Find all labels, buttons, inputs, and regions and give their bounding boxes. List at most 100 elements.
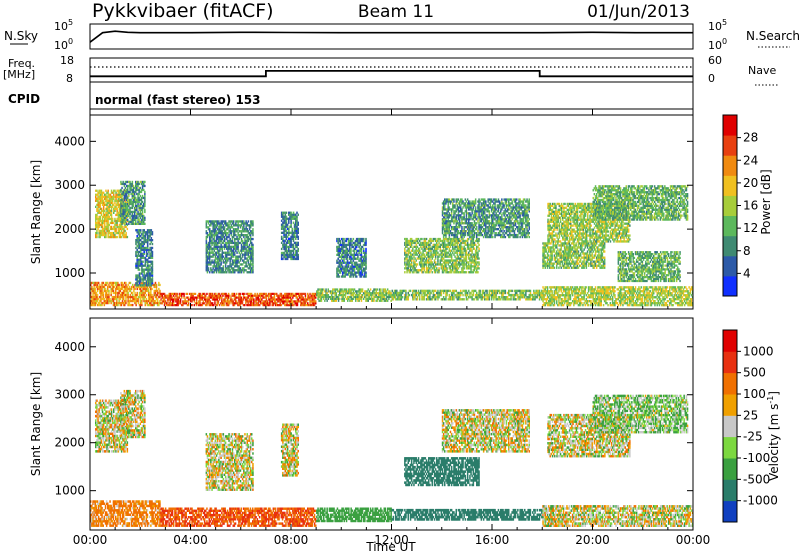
heatmap-cell (134, 292, 136, 294)
heatmap-cell (486, 290, 488, 292)
heatmap-cell (333, 296, 335, 298)
heatmap-cell (686, 300, 688, 302)
heatmap-cell (591, 286, 593, 288)
heatmap-cell (405, 292, 407, 294)
heatmap-cell (680, 294, 682, 296)
heatmap-cell (113, 232, 115, 234)
heatmap-cell (486, 292, 488, 294)
heatmap-cell (633, 286, 635, 288)
heatmap-cell (112, 206, 114, 208)
heatmap-cell (152, 272, 154, 274)
heatmap-cell (133, 185, 135, 187)
heatmap-cell (212, 256, 214, 258)
heatmap-cell (603, 304, 605, 306)
heatmap-cell (133, 290, 135, 292)
heatmap-cell (125, 211, 127, 213)
heatmap-cell (305, 293, 307, 295)
heatmap-cell (225, 263, 227, 265)
heatmap-cell (142, 290, 144, 292)
heatmap-cell (140, 211, 142, 213)
heatmap-cell (129, 209, 131, 211)
heatmap-cell (655, 286, 657, 288)
heatmap-cell (152, 261, 154, 263)
heatmap-cell (247, 242, 249, 244)
heatmap-cell (100, 218, 102, 220)
heatmap-cell (137, 181, 139, 183)
heatmap-cell (184, 298, 186, 300)
heatmap-cell (562, 298, 564, 300)
heatmap-cell (130, 187, 132, 189)
heatmap-cell (229, 259, 231, 261)
heatmap-cell (275, 300, 277, 302)
heatmap-cell (113, 222, 115, 224)
heatmap-cell (107, 282, 109, 284)
heatmap-cell (144, 191, 146, 193)
heatmap-cell (283, 298, 285, 300)
heatmap-cell (214, 250, 216, 252)
heatmap-cell (363, 298, 365, 300)
heatmap-cell (183, 293, 185, 295)
heatmap-cell (152, 247, 154, 249)
heatmap-cell (300, 300, 302, 302)
heatmap-cell (237, 226, 239, 228)
heatmap-cell (112, 200, 114, 202)
heatmap-cell (108, 296, 110, 298)
heatmap-cell (596, 300, 598, 302)
heatmap-cell (239, 293, 241, 295)
heatmap-cell (129, 181, 131, 183)
heatmap-cell (228, 297, 230, 299)
heatmap-cell (667, 286, 669, 288)
heatmap-cell (129, 302, 131, 304)
heatmap-cell (157, 290, 159, 292)
heatmap-cell (646, 286, 648, 288)
heatmap-cell (205, 297, 207, 299)
heatmap-cell (598, 294, 600, 296)
heatmap-cell (209, 228, 211, 230)
heatmap-cell (565, 296, 567, 298)
heatmap-cell (112, 218, 114, 220)
heatmap-cell (233, 300, 235, 302)
heatmap-cell (580, 294, 582, 296)
heatmap-cell (220, 263, 222, 265)
heatmap-cell (173, 300, 175, 302)
heatmap-cell (483, 290, 485, 292)
heatmap-cell (402, 292, 404, 294)
heatmap-cell (126, 286, 128, 288)
cpid-label: CPID (8, 92, 40, 106)
heatmap-cell (611, 292, 613, 294)
heatmap-cell (281, 248, 283, 250)
heatmap-cell (545, 304, 547, 306)
heatmap-cell (657, 304, 659, 306)
heatmap-cell (188, 300, 190, 302)
heatmap-cell (647, 302, 649, 304)
heatmap-cell (124, 304, 126, 306)
heatmap-cell (147, 245, 149, 247)
heatmap-cell (132, 284, 134, 286)
heatmap-cell (482, 294, 484, 296)
heatmap-cell (107, 228, 109, 230)
heatmap-cell (178, 298, 180, 300)
heatmap-cell (539, 298, 541, 300)
heatmap-cell (429, 294, 431, 296)
heatmap-cell (539, 290, 541, 292)
heatmap-cell (121, 230, 123, 232)
heatmap-cell (315, 302, 317, 304)
heatmap-cell (97, 228, 99, 230)
heatmap-cell (130, 298, 132, 300)
heatmap-cell (587, 292, 589, 294)
heatmap-cell (115, 198, 117, 200)
heatmap-cell (453, 298, 455, 300)
heatmap-cell (141, 191, 143, 193)
heatmap-cell (587, 302, 589, 304)
heatmap-cell (525, 292, 527, 294)
heatmap-cell (140, 229, 142, 231)
heatmap-cell (117, 294, 119, 296)
heatmap-cell (187, 293, 189, 295)
heatmap-cell (99, 284, 101, 286)
heatmap-cell (95, 290, 97, 292)
heatmap-cell (239, 238, 241, 240)
heatmap-cell (172, 297, 174, 299)
heatmap-cell (644, 292, 646, 294)
heatmap-cell (393, 298, 395, 300)
heatmap-cell (537, 296, 539, 298)
